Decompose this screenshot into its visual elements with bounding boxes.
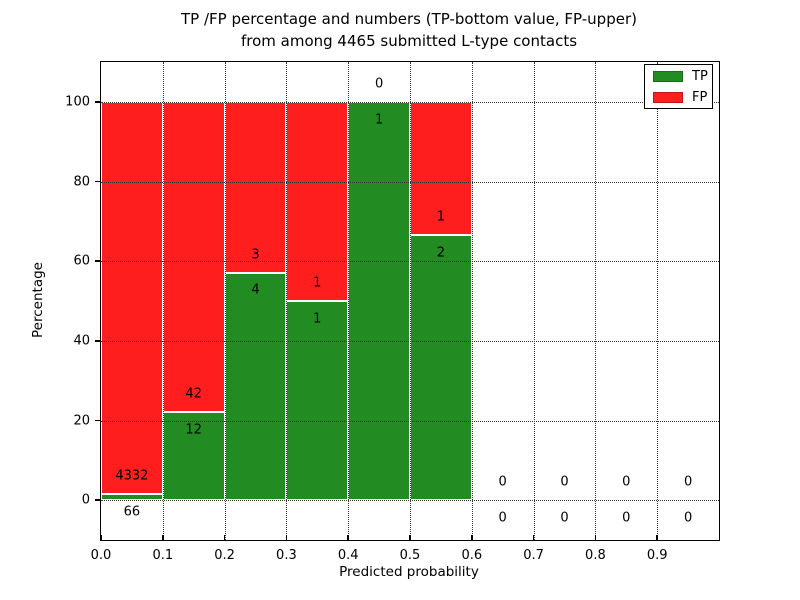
- bar-tp-count-label: 0: [683, 510, 693, 526]
- x-tick-label: 0.4: [337, 548, 359, 563]
- bar-segment-fp: [101, 101, 163, 495]
- plot-area: TP FP 4332 66 42 12 3 4 1 1 0 1 1 2 0 0 0 0 0 0 0 0 0.0 0.1 0.2…: [65, 61, 720, 563]
- x-tick: [471, 535, 473, 540]
- gridline-v: [471, 62, 473, 540]
- y-axis-label: Percentage: [30, 262, 46, 338]
- y-tick-label: 20: [73, 413, 90, 428]
- x-tick-label: 0.2: [214, 548, 235, 563]
- bar-tp-count-label: 1: [313, 311, 322, 327]
- bar-fp-count-label: 1: [313, 275, 322, 291]
- x-tick-label: 0.8: [585, 548, 606, 563]
- x-tick: [162, 535, 164, 540]
- x-tick: [594, 535, 597, 540]
- gridline-v: [162, 62, 164, 540]
- bar-fp-count-label: 0: [560, 474, 569, 490]
- gridline-v: [286, 62, 288, 540]
- y-tick: [94, 419, 100, 422]
- bar-tp-count-label: 4: [251, 282, 260, 298]
- x-tick: [532, 535, 535, 540]
- y-tick-label: 0: [81, 492, 90, 508]
- x-tick: [285, 535, 288, 540]
- y-tick: [94, 260, 100, 262]
- x-tick-label: 0.1: [152, 548, 174, 563]
- y-tick: [94, 101, 100, 103]
- bar-tp-count-label: 2: [436, 245, 446, 261]
- bar-fp-count-label: 0: [683, 474, 693, 490]
- bar-fp-count-label: 0: [374, 76, 384, 92]
- y-tick-label: 40: [73, 333, 90, 349]
- bar-tp-count-label: 0: [498, 510, 507, 526]
- y-tick: [94, 340, 100, 342]
- bar-fp-count-label: 1: [436, 209, 446, 225]
- bar-segment-tp: [162, 411, 225, 501]
- y-tick-label: 60: [73, 253, 90, 269]
- x-tick: [656, 535, 658, 540]
- legend-label-fp: FP: [692, 89, 708, 105]
- legend-entry-fp: FP: [645, 87, 712, 107]
- legend-swatch-fp: [653, 91, 683, 103]
- bar-segment-tp: [224, 272, 287, 501]
- bar-fp-count-label: 3: [251, 247, 260, 263]
- chart-title-line2: from among 4465 submitted L-type contact…: [240, 32, 578, 50]
- gridline-v: [533, 62, 535, 540]
- legend-swatch-tp: [653, 70, 683, 82]
- x-tick: [223, 535, 226, 540]
- x-tick-label: 0.0: [90, 548, 112, 563]
- y-tick-label: 100: [65, 94, 90, 110]
- x-tick-label: 0.5: [399, 548, 421, 563]
- x-tick: [347, 535, 349, 540]
- legend-entry-tp: TP: [645, 66, 712, 86]
- gridline-v: [348, 62, 350, 540]
- legend-label-tp: TP: [692, 68, 708, 84]
- x-tick-label: 0.7: [523, 548, 544, 563]
- bar-segment-fp: [162, 101, 225, 412]
- x-tick-label: 0.9: [646, 548, 668, 563]
- bar-segment-tp: [286, 301, 349, 501]
- bar-tp-count-label: 12: [185, 422, 202, 438]
- bar-segment-tp: [348, 101, 410, 501]
- gridline-v: [595, 62, 597, 540]
- bar-segment-tp: [410, 234, 472, 501]
- chart-title-line1: TP /FP percentage and numbers (TP-bottom…: [181, 10, 637, 28]
- bar-fp-count-label: 0: [622, 474, 631, 490]
- bar-tp-count-label: 0: [622, 510, 631, 526]
- bar-segment-tp: [101, 494, 163, 501]
- y-tick: [94, 180, 100, 183]
- gridline-v: [224, 62, 226, 540]
- bar-tp-count-label: 0: [560, 510, 569, 526]
- bar-fp-count-label: 4332: [115, 468, 149, 484]
- y-tick-label: 80: [73, 174, 90, 189]
- x-axis-label: Predicted probability: [339, 564, 479, 580]
- chart-title: TP /FP percentage and numbers (TP-bottom…: [100, 8, 718, 52]
- gridline-v: [657, 62, 659, 540]
- x-tick: [409, 535, 411, 540]
- bar-tp-count-label: 66: [123, 504, 141, 520]
- gridline-v: [410, 62, 411, 540]
- x-tick-label: 0.3: [276, 548, 297, 563]
- bar-segment-fp: [286, 101, 349, 301]
- x-tick: [100, 535, 102, 540]
- bar-fp-count-label: 0: [498, 474, 507, 490]
- y-tick: [94, 499, 100, 501]
- bar-fp-count-label: 42: [185, 386, 202, 402]
- x-tick-label: 0.6: [461, 548, 483, 563]
- bar-tp-count-label: 1: [374, 112, 384, 128]
- legend: TP FP: [644, 64, 713, 109]
